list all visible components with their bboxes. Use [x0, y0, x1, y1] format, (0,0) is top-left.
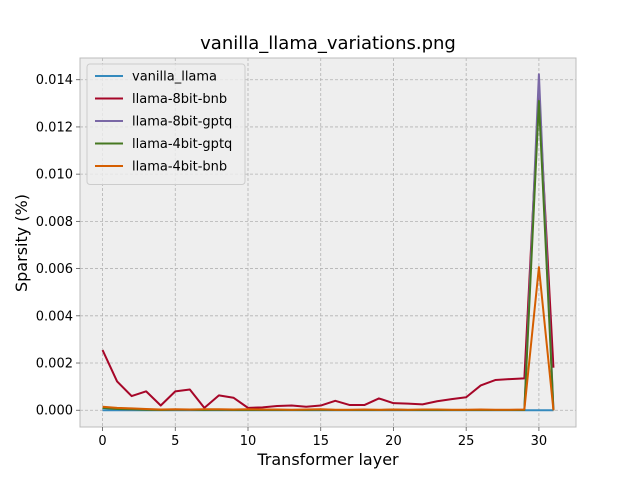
- x-axis-ticks: 0 5 10 15 20 25 30: [98, 427, 547, 449]
- y-tick-label: 0.008: [36, 215, 73, 230]
- legend-item: vanilla_llama: [95, 70, 217, 85]
- series-lines: [101, 73, 555, 412]
- x-tick-label: 25: [458, 434, 475, 449]
- x-tick-label: 20: [385, 434, 402, 449]
- x-tick-label: 10: [240, 434, 257, 449]
- legend-label: vanilla_llama: [132, 70, 217, 85]
- legend-item: llama-4bit-bnb: [95, 160, 227, 175]
- x-tick-label: 5: [171, 434, 179, 449]
- y-tick-label: 0.012: [36, 120, 73, 135]
- y-tick-label: 0.006: [36, 262, 73, 277]
- legend-label: llama-4bit-gptq: [132, 137, 232, 152]
- x-tick-label: 0: [98, 434, 106, 449]
- y-tick-label: 0.014: [36, 73, 73, 88]
- legend-label: llama-4bit-bnb: [132, 160, 227, 175]
- y-tick-label: 0.004: [36, 309, 73, 324]
- legend-box: [86, 63, 246, 185]
- y-tick-label: 0.000: [36, 404, 73, 419]
- y-tick-label: 0.002: [36, 357, 73, 372]
- chart-title: vanilla_llama_variations.png: [200, 33, 456, 54]
- series-line-llama-8bit-bnb: [101, 92, 555, 409]
- y-axis-label: Sparsity (%): [12, 194, 31, 292]
- legend-item: llama-4bit-gptq: [95, 137, 232, 152]
- x-axis-label: Transformer layer: [256, 450, 399, 469]
- y-axis-ticks: 0.000 0.002 0.004 0.006 0.008 0.010 0.012 0.014: [36, 73, 80, 419]
- plot-frame: [79, 57, 577, 428]
- legend: vanilla_llama llama-8bit-bnb llama-8bit-gp…: [86, 63, 246, 185]
- legend-item: llama-8bit-gptq: [95, 115, 232, 130]
- legend-item: llama-8bit-bnb: [95, 92, 227, 107]
- legend-label: llama-8bit-bnb: [132, 92, 227, 107]
- series-line-llama-4bit-bnb: [102, 266, 555, 411]
- x-tick-label: 15: [312, 434, 329, 449]
- y-tick-label: 0.010: [36, 168, 73, 183]
- legend-label: llama-8bit-gptq: [132, 115, 232, 130]
- x-tick-label: 30: [531, 434, 548, 449]
